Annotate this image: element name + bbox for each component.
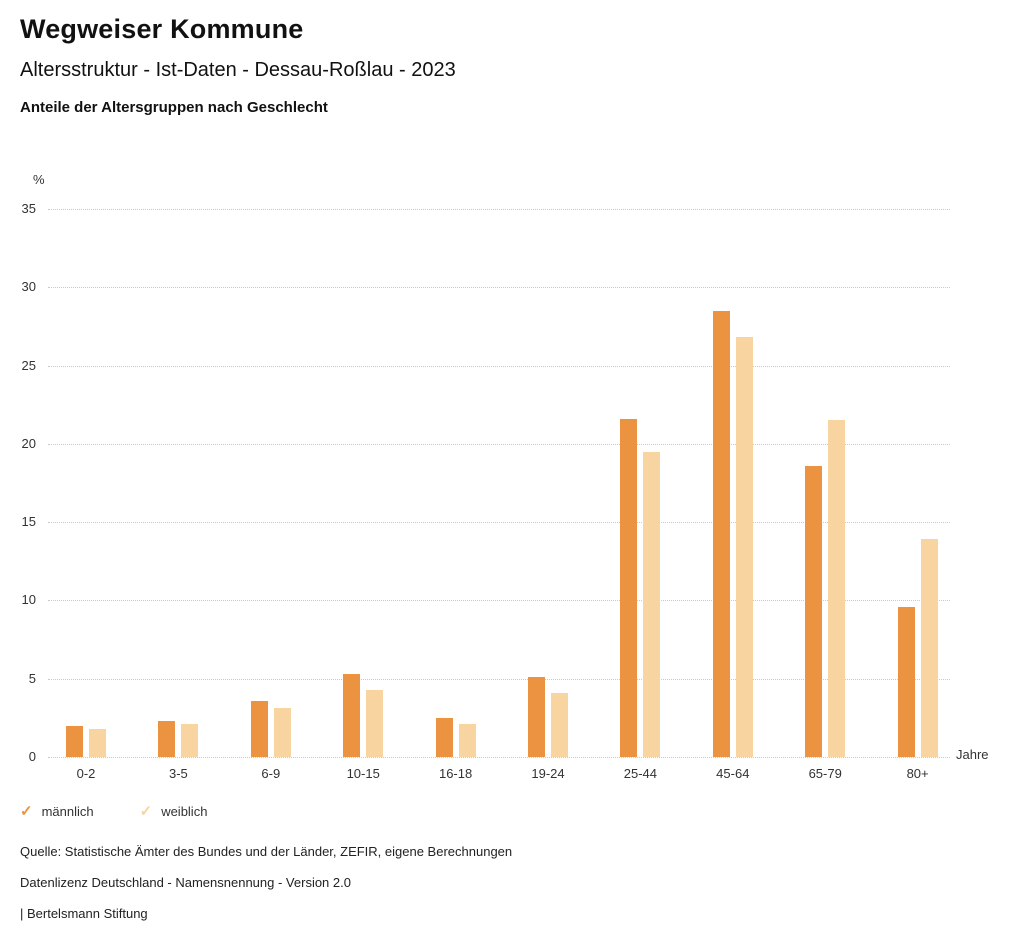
bar-männlich-65-79[interactable] <box>805 465 823 757</box>
bar-männlich-3-5[interactable] <box>158 720 176 757</box>
gridline <box>48 678 950 680</box>
check-icon: ✓ <box>20 803 33 820</box>
chart-heading: Anteile der Altersgruppen nach Geschlech… <box>20 99 328 116</box>
legend-item-weiblich[interactable]: ✓ weiblich <box>140 804 208 819</box>
bar-weiblich-65-79[interactable] <box>828 420 846 757</box>
bar-weiblich-6-9[interactable] <box>273 708 291 757</box>
y-axis-tick: 5 <box>28 670 36 686</box>
x-axis-unit-label: Jahre <box>956 747 989 762</box>
check-icon: ✓ <box>139 803 153 820</box>
source-text: Quelle: Statistische Ämter des Bundes un… <box>20 844 513 859</box>
x-axis-label: 25-44 <box>623 766 658 781</box>
bar-weiblich-45-64[interactable] <box>735 337 753 757</box>
y-axis-tick: 15 <box>21 514 36 530</box>
x-axis-label: 80+ <box>906 766 929 781</box>
x-axis-label: 10-15 <box>346 766 380 781</box>
x-axis-label: 6-9 <box>261 766 281 781</box>
page-subtitle: Altersstruktur - Ist-Daten - Dessau-Roßl… <box>20 59 456 81</box>
gridline <box>48 600 950 602</box>
gridline <box>48 757 950 758</box>
page-title: Wegweiser Kommune <box>20 14 304 44</box>
gridline <box>48 365 950 367</box>
bar-weiblich-16-18[interactable] <box>458 724 476 757</box>
y-axis-tick: 0 <box>28 749 36 764</box>
chart-legend: ✓ männlich ✓ weiblich <box>20 804 207 819</box>
y-axis-tick: 30 <box>21 279 36 295</box>
x-axis-label: 3-5 <box>168 766 188 781</box>
bar-weiblich-0-2[interactable] <box>89 728 106 757</box>
gridline <box>48 209 950 210</box>
x-axis-label: 19-24 <box>531 766 565 781</box>
x-axis-label: 0-2 <box>76 766 96 781</box>
x-axis-label: 16-18 <box>438 766 473 781</box>
y-axis-unit-label: % <box>33 172 45 187</box>
bar-weiblich-19-24[interactable] <box>551 692 568 757</box>
attribution-text: | Bertelsmann Stiftung <box>20 906 148 921</box>
y-axis-tick: 10 <box>21 592 36 608</box>
y-axis-tick: 20 <box>21 435 36 451</box>
gridline <box>48 443 950 445</box>
gridline <box>48 522 950 524</box>
legend-label-weiblich: weiblich <box>161 804 208 819</box>
bar-männlich-0-2[interactable] <box>66 725 83 757</box>
legend-label-maennlich: männlich <box>41 804 94 819</box>
bar-männlich-19-24[interactable] <box>528 677 545 757</box>
gridline <box>48 287 950 289</box>
bar-männlich-45-64[interactable] <box>712 310 730 757</box>
report-header: Wegweiser Kommune Altersstruktur - Ist-D… <box>20 14 456 116</box>
license-text: Datenlizenz Deutschland - Namensnennung … <box>20 875 351 890</box>
bar-männlich-25-44[interactable] <box>620 418 638 757</box>
bar-männlich-80+[interactable] <box>897 606 915 757</box>
bar-weiblich-25-44[interactable] <box>643 451 661 757</box>
legend-item-maennlich[interactable]: ✓ männlich <box>20 804 94 819</box>
x-axis-label: 45-64 <box>716 766 750 781</box>
bar-weiblich-10-15[interactable] <box>366 689 384 757</box>
x-axis-label: 65-79 <box>808 766 842 781</box>
bar-weiblich-80+[interactable] <box>920 539 938 757</box>
bar-weiblich-3-5[interactable] <box>181 724 199 757</box>
bar-männlich-16-18[interactable] <box>435 717 453 757</box>
bar-männlich-6-9[interactable] <box>250 700 268 757</box>
y-axis-tick: 35 <box>21 201 36 216</box>
bar-männlich-10-15[interactable] <box>343 674 361 757</box>
y-axis-tick: 25 <box>21 357 36 373</box>
